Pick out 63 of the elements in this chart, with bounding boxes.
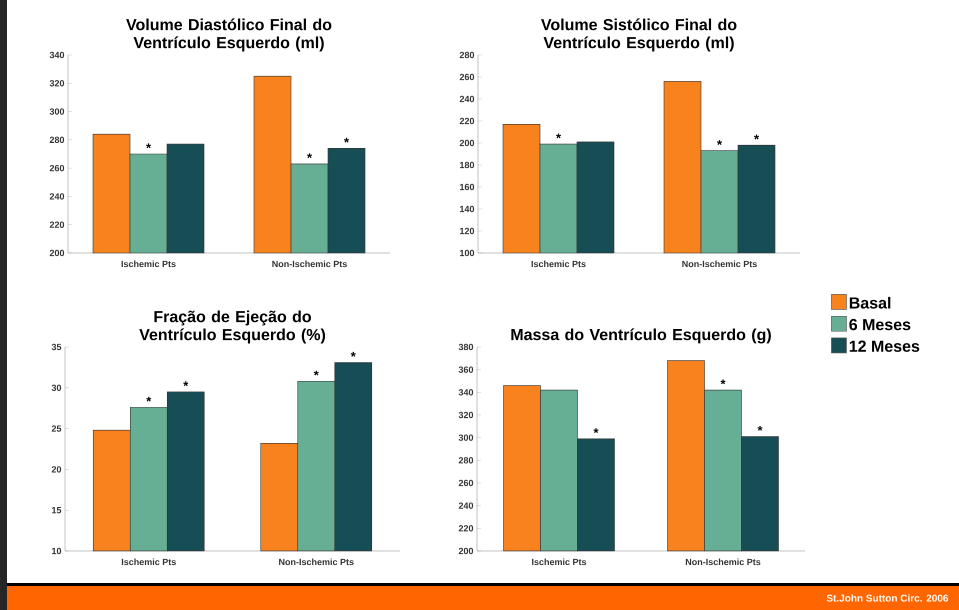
y-tick-label: 100 (460, 250, 474, 256)
chart-title: Volume Diastólico Final do Ventrículo Esquerdo (ml) (126, 18, 332, 52)
y-tick-label: 240 (50, 193, 64, 200)
y-tick-label: 140 (460, 206, 474, 212)
y-tick-label: 260 (50, 164, 64, 172)
y-tick-label: 340 (458, 389, 474, 396)
data-label: * (758, 426, 763, 431)
y-tick-label: 30 (52, 384, 62, 391)
y-tick-label: 260 (458, 480, 474, 486)
y-tick-label: 20 (52, 466, 62, 473)
y-tick-label: 320 (50, 80, 64, 86)
y-tick-label: 260 (460, 74, 474, 80)
text: St.John Sutton Circ. 2006 (826, 594, 948, 602)
y-tick-label: 300 (458, 434, 474, 441)
data-label: * (146, 143, 152, 148)
y-tick-label: 120 (460, 228, 474, 234)
x-tick-label: Non-Ischemic Pts (682, 260, 757, 268)
legend-label: 12 Meses (850, 340, 920, 352)
data-label: * (344, 138, 350, 143)
x-tick-label: Non-Ischemic Pts (686, 558, 760, 566)
y-tick-label: 200 (458, 548, 474, 554)
y-tick-label: 220 (458, 525, 474, 532)
data-label: * (556, 134, 562, 138)
data-label: * (314, 370, 319, 376)
y-tick-label: 280 (460, 52, 474, 58)
chart-title: Volume Sistólico Final do Ventrículo Esquerdo (ml) (541, 18, 736, 52)
y-tick-label: 200 (460, 140, 474, 146)
chart-title: Fração de Ejeção do Ventrículo Esquerdo (%) (139, 310, 326, 344)
y-tick-label: 280 (458, 457, 474, 464)
y-tick-label: 380 (458, 344, 474, 350)
y-tick-label: 160 (460, 184, 474, 190)
y-tick-label: 240 (458, 502, 474, 509)
data-label: * (594, 428, 599, 434)
y-tick-label: 35 (52, 344, 62, 350)
x-tick-label: Ischemic Pts (122, 260, 176, 268)
chart-title: Massa do Ventrículo Esquerdo (g) (511, 328, 771, 344)
y-tick-label: 180 (460, 162, 474, 168)
data-label: * (350, 352, 356, 357)
data-label: * (720, 379, 726, 384)
y-tick-label: 280 (50, 136, 64, 144)
y-tick-label: 200 (50, 250, 64, 256)
y-tick-label: 300 (50, 108, 64, 115)
y-tick-label: 340 (50, 52, 64, 58)
y-tick-label: 10 (52, 548, 62, 554)
data-label: * (307, 153, 312, 158)
y-tick-label: 320 (458, 412, 474, 418)
x-tick-label: Non-Ischemic Pts (272, 260, 347, 268)
y-tick-label: 360 (458, 366, 474, 373)
y-tick-label: 220 (50, 222, 64, 228)
data-label: * (146, 396, 152, 402)
y-tick-label: 25 (52, 425, 62, 432)
y-tick-label: 240 (460, 96, 474, 102)
x-tick-label: Ischemic Pts (122, 558, 176, 566)
legend-label: Basal (850, 296, 890, 309)
data-label: * (183, 381, 188, 386)
y-tick-label: 15 (52, 507, 62, 514)
x-tick-label: Non-Ischemic Pts (279, 558, 354, 566)
data-label: * (754, 134, 760, 140)
x-tick-label: Ischemic Pts (532, 558, 586, 566)
data-label: * (717, 140, 722, 145)
y-tick-label: 220 (460, 118, 474, 124)
legend-label: 6 Meses (849, 318, 910, 330)
x-tick-label: Ischemic Pts (532, 260, 586, 268)
